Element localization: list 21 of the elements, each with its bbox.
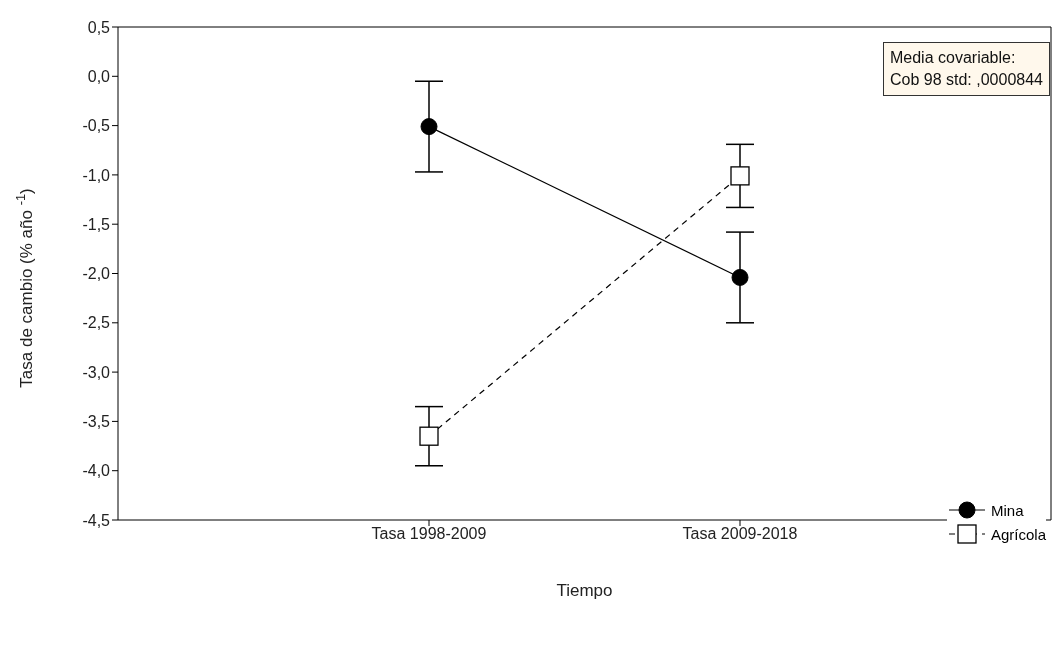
x-axis-title: Tiempo bbox=[556, 581, 613, 600]
y-tick-label: 0,0 bbox=[87, 67, 111, 85]
point bbox=[419, 426, 439, 446]
annotation: Media covariable: Cob 98 std: ,0000844 bbox=[882, 42, 1050, 96]
point bbox=[420, 118, 438, 136]
y-tick-label: -2,5 bbox=[82, 314, 111, 332]
y-tick-label: -1,0 bbox=[82, 166, 111, 184]
point bbox=[730, 166, 750, 186]
y-tick-label: 0,5 bbox=[87, 18, 111, 36]
legend-label: Agrícola bbox=[990, 525, 1046, 543]
x-tick-label: Tasa 1998-2009 bbox=[371, 525, 487, 543]
point bbox=[731, 268, 749, 286]
y-tick-label: -3,5 bbox=[82, 413, 111, 431]
y-tick-label: -3,0 bbox=[82, 363, 111, 381]
y-tick-label: -4,0 bbox=[82, 462, 111, 480]
y-tick-label: -1,5 bbox=[82, 215, 111, 233]
y-tick-label: -2,0 bbox=[82, 265, 111, 283]
x-tick-label: Tasa 2009-2018 bbox=[682, 525, 798, 543]
legend-label: Mina bbox=[990, 501, 1024, 519]
y-tick-label: -4,5 bbox=[82, 511, 111, 529]
y-tick-label: -0,5 bbox=[82, 117, 111, 135]
